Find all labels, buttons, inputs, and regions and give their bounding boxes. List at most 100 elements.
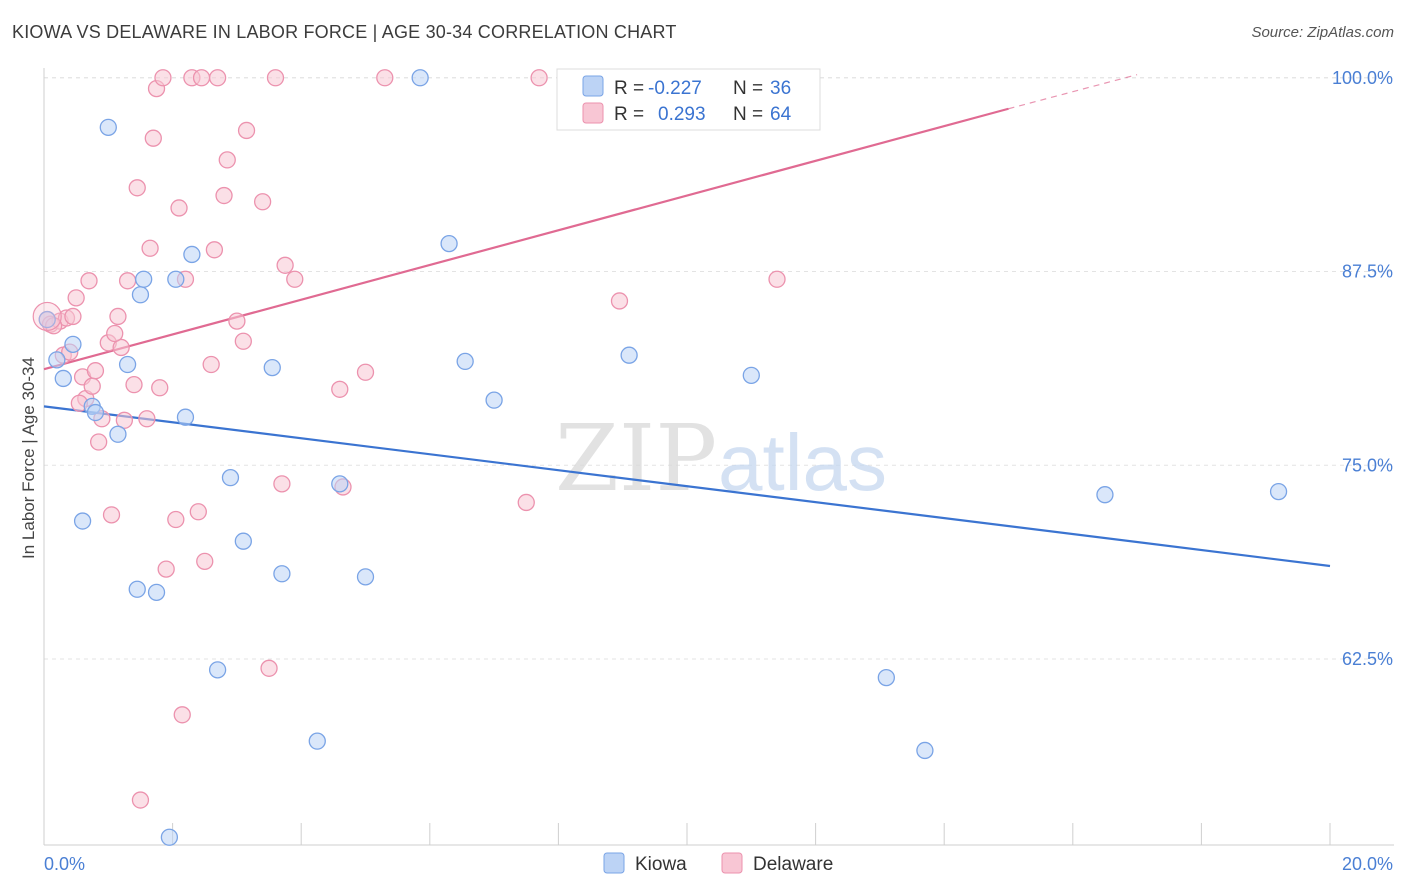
kiowa-point [176,408,195,426]
grid-lines [44,77,1394,660]
delaware-point [157,560,175,578]
kiowa-point [99,118,117,136]
kiowa-point [160,828,179,846]
delaware-point [530,69,548,87]
kiowa-point [128,580,146,598]
delaware-point [376,69,394,87]
kiowa-point [64,335,82,354]
data-points [32,69,1288,846]
legend-delaware-swatch [582,102,604,124]
legend-kiowa-r-value: -0.227 [648,78,702,99]
kiowa-point [411,69,429,87]
bottom-legend-delaware-label: Delaware [753,854,833,875]
delaware-point [151,379,169,397]
legend-delaware-r-value: 0.293 [658,104,706,125]
y-tick-label: 87.5% [1342,262,1393,282]
delaware-point [276,256,294,274]
delaware-point [138,410,156,428]
kiowa-point [131,286,150,304]
legend-kiowa-n-value: 36 [770,78,791,99]
delaware-point [125,375,143,394]
kiowa-point [308,732,326,750]
kiowa-point [183,245,201,264]
delaware-point [286,270,304,288]
kiowa-point [916,741,934,760]
kiowa-point [1096,486,1114,504]
kiowa-point [208,661,227,679]
delaware-point [517,493,535,512]
delaware-point [228,312,246,330]
kiowa-point [877,668,895,687]
watermark-atlas: atlas [718,418,887,507]
delaware-point [253,193,272,211]
legend-delaware-r-label: R = [614,104,644,125]
kiowa-point [73,512,92,530]
kiowa-point [742,366,760,385]
delaware-point [173,706,191,724]
x-tick-label-min: 0.0% [44,854,85,874]
kiowa-point [331,475,349,493]
delaware-point [83,377,101,395]
trend-lines [43,74,1331,568]
delaware-point [144,129,162,147]
delaware-point [118,272,137,290]
kiowa-point [356,568,375,586]
kiowa-point [118,355,137,374]
delaware-point [202,355,220,374]
series-legend: Kiowa Delaware [603,852,833,875]
legend-kiowa-n-label: N = [733,78,763,99]
kiowa-point [48,351,66,369]
correlation-legend: R = -0.227 N = 36 R = 0.293 N = 64 [556,68,821,131]
delaware-point [80,272,98,290]
delaware-point [189,503,207,521]
source-label: Source: ZipAtlas.com [1251,24,1394,41]
delaware-point [64,307,82,326]
delaware-point [205,241,224,259]
bottom-legend-delaware-swatch [721,852,743,874]
delaware-point [167,510,185,529]
delaware-point [610,292,629,310]
kiowa-point [135,270,153,288]
delaware-point [331,380,349,398]
delaware-point [109,307,127,326]
watermark: ZIP atlas [555,405,887,512]
delaware-point [128,179,146,197]
legend-kiowa-swatch [582,75,604,97]
kiowa-point [456,352,474,371]
kiowa-point [147,583,166,601]
delaware-point [215,186,233,205]
kiowa-point [38,310,56,329]
delaware-point [131,791,150,809]
y-tick-label: 62.5% [1342,649,1393,669]
legend-kiowa-r-label: R = [614,78,644,99]
kiowa-point [440,234,458,253]
axes [43,68,1394,846]
kiowa-point [273,565,291,583]
delaware-point [102,506,121,524]
delaware-point [67,289,85,307]
delaware-point [273,475,291,493]
delaware-point [86,362,105,380]
delaware-point [266,69,285,87]
delaware-point-large [32,301,62,332]
delaware-point [356,363,375,381]
delaware-point [196,552,214,570]
kiowa-point [1269,482,1288,501]
delaware-point [260,659,278,677]
kiowa-point [485,391,503,409]
y-tick-label: 100.0% [1332,68,1393,88]
kiowa-trend-line [43,405,1331,568]
kiowa-point [109,425,127,443]
delaware-point [170,199,188,217]
delaware-point [237,121,256,140]
delaware-point [106,324,124,343]
kiowa-point [54,369,72,388]
kiowa-point [263,358,281,377]
y-axis-label: In Labor Force | Age 30-34 [19,357,38,559]
delaware-point [208,69,227,87]
kiowa-point [620,346,638,364]
delaware-trend-line [43,107,1009,371]
delaware-point [768,270,786,288]
kiowa-point [221,468,240,487]
